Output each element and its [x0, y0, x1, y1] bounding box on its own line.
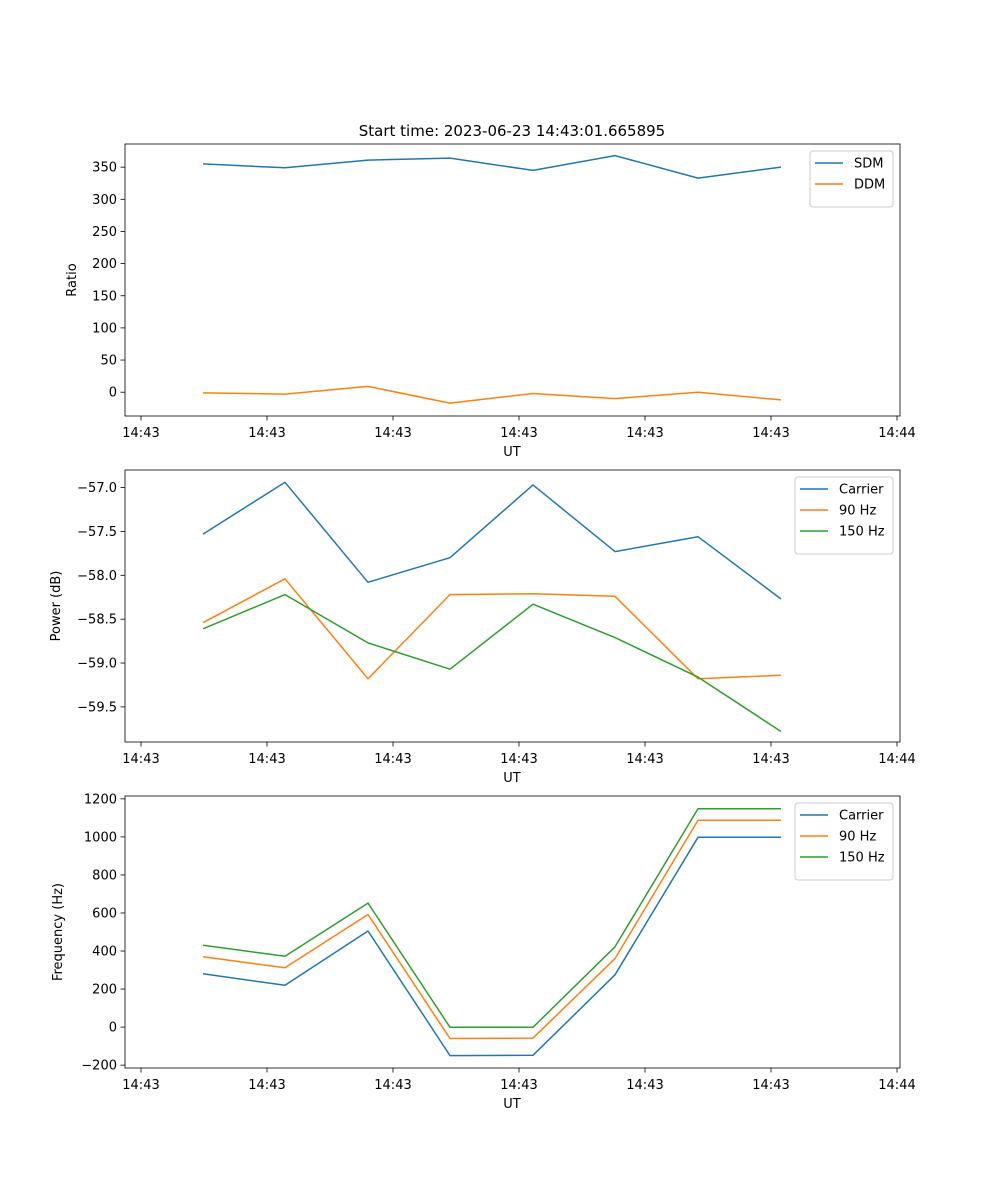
y-tick-label: 0 [109, 386, 117, 401]
y-tick-label: −57.5 [77, 525, 117, 540]
legend-frame [794, 802, 894, 881]
y-axis-label: Ratio [65, 263, 80, 296]
series-line-sdm [202, 154, 782, 179]
x-tick-label: 14:43 [374, 1078, 411, 1093]
x-tick-label: 14:43 [122, 1078, 159, 1093]
y-tick-label: 350 [92, 161, 117, 176]
x-tick-label: 14:43 [626, 752, 663, 767]
x-tick-label: 14:43 [500, 426, 537, 441]
series-line-carrier [202, 481, 782, 600]
x-tick-label: 14:43 [248, 1078, 285, 1093]
series-line-90-hz [202, 819, 782, 1040]
y-tick-label: 100 [92, 321, 117, 336]
legend-label: 90 Hz [839, 504, 876, 519]
y-tick-label: −58.0 [77, 569, 117, 584]
legend-label: 90 Hz [839, 830, 876, 845]
x-tick-label: 14:43 [122, 426, 159, 441]
y-tick-label: 50 [100, 354, 117, 369]
x-tick-label: 14:43 [752, 426, 789, 441]
y-tick-label: 300 [92, 193, 117, 208]
legend-label: 150 Hz [839, 851, 885, 866]
y-tick-label: −59.0 [77, 657, 117, 672]
series-line-ddm [202, 385, 782, 404]
legend-label: Carrier [839, 483, 884, 498]
legend-label: Carrier [839, 809, 884, 824]
x-tick-label: 14:43 [626, 1078, 663, 1093]
x-tick-label: 14:44 [878, 1078, 915, 1093]
y-tick-label: 200 [92, 983, 117, 998]
x-tick-label: 14:43 [752, 1078, 789, 1093]
x-tick-label: 14:43 [248, 426, 285, 441]
x-tick-label: 14:43 [122, 752, 159, 767]
y-tick-label: 800 [92, 868, 117, 883]
x-axis-label: UT [503, 445, 521, 460]
x-axis-label: UT [503, 1097, 521, 1112]
y-axis-label: Frequency (Hz) [51, 883, 66, 981]
figure-title: Start time: 2023-06-23 14:43:01.665895 [359, 122, 665, 140]
axes-frame [124, 795, 901, 1069]
y-axis-label: Power (dB) [49, 571, 64, 642]
y-tick-label: 400 [92, 945, 117, 960]
x-tick-label: 14:43 [248, 752, 285, 767]
subplot-2: 14:43 14:43 14:43 14:43 14:43 14:43 14:44 −57.0… [49, 469, 916, 786]
legend-frame [794, 476, 894, 555]
x-tick-label: 14:43 [626, 426, 663, 441]
axes-frame [124, 469, 901, 743]
y-tick-label: −200 [81, 1059, 117, 1074]
legend-label: 150 Hz [839, 525, 885, 540]
legend: Carrier 90 Hz 150 Hz [794, 802, 894, 881]
x-tick-label: 14:43 [374, 752, 411, 767]
x-tick-label: 14:43 [374, 426, 411, 441]
x-tick-label: 14:43 [752, 752, 789, 767]
series-line-150-hz [202, 593, 782, 733]
axes-frame [124, 143, 901, 417]
legend: SDM DDM [809, 150, 894, 208]
series-line-carrier [202, 836, 781, 1057]
y-tick-label: 600 [92, 906, 117, 921]
y-tick-label: 1000 [84, 830, 117, 845]
x-tick-label: 14:44 [878, 752, 915, 767]
y-tick-label: 200 [92, 257, 117, 272]
series-line-90-hz [202, 578, 782, 680]
subplots: 14:43 14:43 14:43 14:43 14:43 14:43 14:44 0 50 10… [49, 143, 916, 1112]
x-axis-label: UT [503, 771, 521, 786]
legend-label: DDM [854, 178, 885, 193]
y-tick-label: −59.5 [77, 700, 117, 715]
legend-label: SDM [854, 157, 883, 172]
y-tick-label: −57.0 [77, 481, 117, 496]
x-tick-label: 14:43 [500, 752, 537, 767]
y-tick-label: 150 [92, 289, 117, 304]
y-tick-label: 1200 [84, 792, 117, 807]
x-tick-label: 14:43 [500, 1078, 537, 1093]
y-tick-label: 250 [92, 225, 117, 240]
y-tick-label: −58.5 [77, 613, 117, 628]
series-line-150-hz [202, 807, 781, 1029]
subplot-3: 14:43 14:43 14:43 14:43 14:43 14:43 14:44 −200 0… [51, 792, 916, 1112]
legend: Carrier 90 Hz 150 Hz [794, 476, 894, 555]
subplot-1: 14:43 14:43 14:43 14:43 14:43 14:43 14:44 0 50 10… [65, 143, 916, 460]
y-tick-label: 0 [109, 1021, 117, 1036]
legend-frame [809, 150, 894, 208]
x-tick-label: 14:44 [878, 426, 915, 441]
